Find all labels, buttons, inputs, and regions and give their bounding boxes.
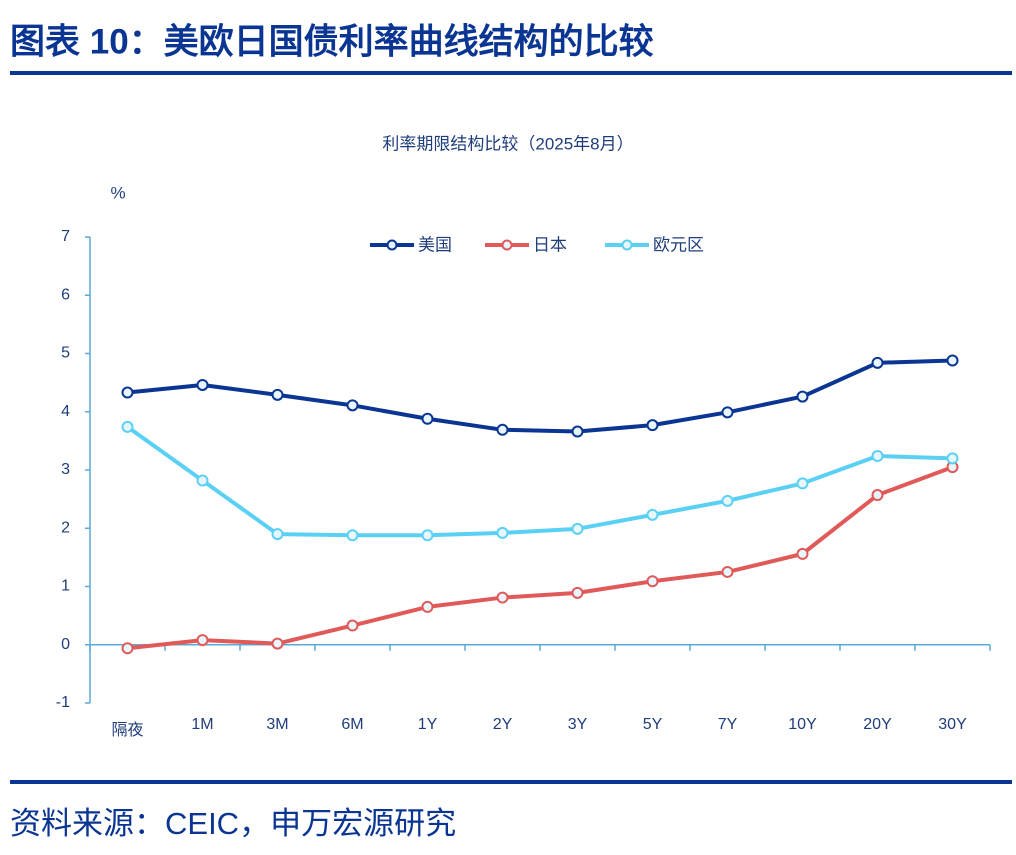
footer-rule: [10, 780, 1012, 784]
x-tick-label: 6M: [341, 716, 363, 733]
series-line: [127, 358, 953, 434]
legend-marker: [386, 239, 398, 251]
x-tick-label: 20Y: [863, 716, 892, 733]
point-marker: [721, 494, 734, 507]
y-tick-label: 3: [61, 461, 70, 478]
point-marker: [796, 547, 809, 560]
point-marker: [571, 586, 584, 599]
point-marker: [121, 386, 134, 399]
point-marker: [121, 642, 134, 655]
legend-label: 日本: [533, 235, 567, 254]
y-tick-label: 2: [61, 519, 70, 536]
point-marker: [571, 425, 584, 438]
point-marker: [871, 356, 884, 369]
y-tick-label: 6: [61, 286, 70, 303]
point-marker: [796, 390, 809, 403]
point-marker: [121, 420, 134, 433]
x-tick-label: 隔夜: [111, 721, 143, 739]
point-marker: [946, 452, 959, 465]
point-marker: [946, 354, 959, 367]
x-tick-label: 1Y: [418, 716, 438, 733]
point-marker: [271, 528, 284, 541]
point-marker: [646, 419, 659, 432]
point-marker: [196, 474, 209, 487]
point-marker: [421, 600, 434, 613]
page-title: 图表 10：美欧日国债利率曲线结构的比较: [10, 22, 654, 61]
point-marker: [346, 619, 359, 632]
legend-marker: [501, 239, 513, 251]
point-marker: [496, 591, 509, 604]
x-tick-label: 5Y: [643, 716, 663, 733]
y-tick-label: 4: [61, 403, 70, 420]
point-marker: [196, 634, 209, 647]
y-tick-label: 1: [61, 578, 70, 595]
y-unit: %: [110, 183, 125, 202]
point-marker: [196, 378, 209, 391]
x-tick-label: 3Y: [568, 716, 588, 733]
source-note: 资料来源：CEIC，申万宏源研究: [10, 806, 456, 841]
point-marker: [496, 526, 509, 539]
y-tick-label: 5: [61, 345, 70, 362]
y-tick-label: 7: [61, 228, 70, 245]
series-line: [127, 465, 954, 651]
legend-marker: [621, 239, 633, 251]
point-marker: [421, 529, 434, 542]
x-tick-label: 2Y: [493, 716, 513, 733]
x-tick-label: 3M: [266, 716, 288, 733]
point-marker: [871, 489, 884, 502]
title-rule: [10, 71, 1012, 75]
x-tick-label: 30Y: [938, 716, 967, 733]
point-marker: [346, 529, 359, 542]
point-marker: [646, 508, 659, 521]
x-tick-label: 1M: [191, 716, 213, 733]
x-tick-label: 10Y: [788, 716, 817, 733]
point-marker: [346, 399, 359, 412]
point-marker: [271, 388, 284, 401]
legend-label: 美国: [418, 235, 452, 254]
point-marker: [496, 423, 509, 436]
point-marker: [271, 637, 284, 650]
series-line: [126, 425, 953, 538]
y-tick-label: -1: [56, 694, 70, 711]
point-marker: [421, 412, 434, 425]
legend-label: 欧元区: [653, 235, 704, 254]
y-tick-label: 0: [61, 636, 70, 653]
x-tick-label: 7Y: [718, 716, 738, 733]
point-marker: [871, 450, 884, 463]
point-marker: [571, 522, 584, 535]
point-marker: [721, 406, 734, 419]
point-marker: [646, 575, 659, 588]
point-marker: [721, 565, 734, 578]
chart-title: 利率期限结构比较（2025年8月）: [382, 134, 633, 153]
point-marker: [796, 477, 809, 490]
